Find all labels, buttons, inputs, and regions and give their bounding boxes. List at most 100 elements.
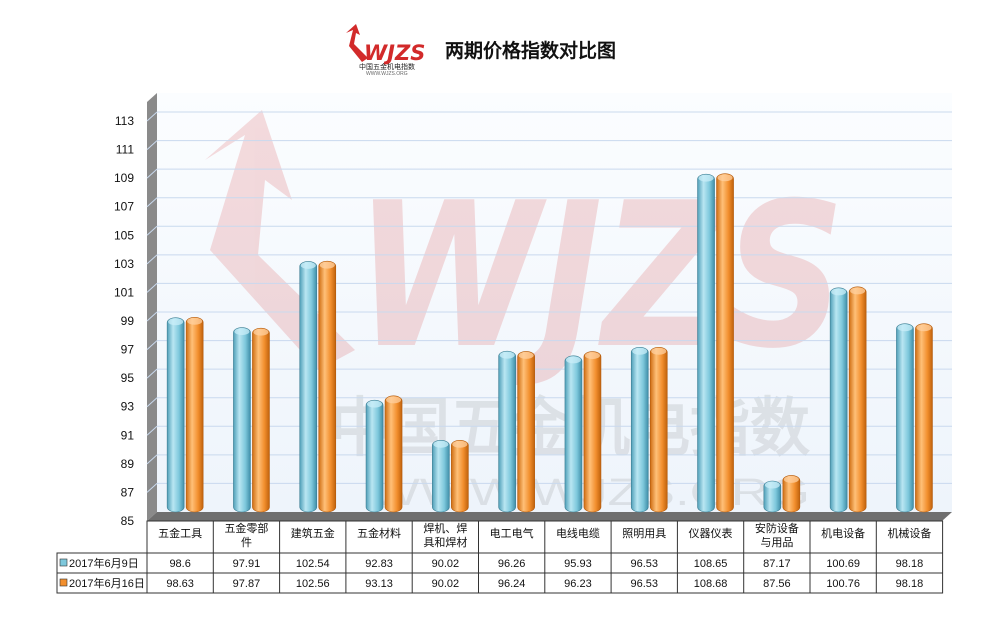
bar-cap: [367, 400, 383, 408]
legend-label: 2017年6月9日: [69, 556, 139, 570]
bar-cap: [518, 351, 534, 359]
bars: [166, 173, 933, 513]
bar-series-2: [782, 475, 801, 513]
data-label: 108.65: [694, 558, 728, 570]
data-label: 108.68: [694, 578, 728, 590]
bar-cap: [632, 347, 648, 355]
bar-series-2: [451, 439, 469, 513]
y-tick-label: 91: [121, 428, 135, 442]
y-tick-label: 109: [114, 171, 134, 185]
data-label: 87.56: [763, 578, 791, 590]
category-label: 电工电气: [490, 526, 534, 540]
bar-series-1: [498, 350, 516, 513]
data-label: 96.24: [498, 578, 526, 590]
bar-cap: [783, 475, 799, 483]
gridline-side: [146, 140, 158, 150]
y-tick-label: 95: [121, 371, 135, 385]
bar-cap: [433, 440, 449, 448]
bar-series-2: [848, 286, 867, 513]
category-label: 安防设备: [755, 521, 799, 535]
bar-cap: [916, 324, 932, 332]
category-label: 五金零部: [224, 521, 268, 535]
bar-series-2: [252, 327, 270, 513]
bar-series-2: [583, 351, 602, 513]
bar-cap: [850, 287, 866, 295]
logo-arrow-icon: [346, 24, 368, 62]
bar-series-1: [630, 346, 649, 513]
chart-title: 两期价格指数对比图: [445, 39, 616, 62]
y-tick-label: 89: [121, 457, 135, 471]
bar-cap: [452, 440, 468, 448]
category-label: 机电设备: [821, 526, 865, 540]
bar-cap: [584, 352, 600, 360]
gridline-side: [146, 340, 158, 350]
data-label: 96.23: [564, 578, 592, 590]
data-label: 95.93: [564, 558, 592, 570]
category-label: 五金工具: [158, 526, 202, 540]
legend-swatch: [59, 558, 68, 567]
logo-subtitle: 中国五金机电指数: [359, 62, 415, 71]
bar-series-1: [697, 173, 715, 513]
y-axis: 85 87 89 91 93 95 97 99 101 103 105 107 109 111 113: [114, 114, 134, 528]
y-tick-label: 87: [121, 485, 135, 499]
category-label: 件: [241, 536, 252, 549]
gridline-side: [146, 425, 158, 436]
plot-back-wall: [157, 93, 952, 512]
bar-cap: [897, 324, 913, 332]
gridline-side: [146, 225, 158, 236]
gridline-side: [146, 197, 158, 208]
data-label: 96.26: [498, 558, 526, 570]
gridline-side: [146, 397, 158, 408]
bar-series-1: [365, 399, 384, 513]
data-label: 100.69: [826, 558, 860, 570]
category-label: 焊机、焊: [423, 521, 467, 535]
category-label: 具和焊材: [423, 535, 467, 549]
bar-series-1: [763, 480, 782, 513]
y-tick-label: 97: [121, 343, 135, 357]
bar-cap: [651, 347, 667, 355]
legend-label: 2017年6月16日: [69, 576, 145, 590]
data-label: 102.56: [296, 578, 330, 590]
plot-floor: [147, 512, 952, 521]
y-tick-label: 103: [114, 257, 134, 271]
data-label: 102.54: [296, 558, 330, 570]
category-label: 机械设备: [887, 526, 931, 540]
bar-cap: [717, 174, 733, 182]
data-label: 93.13: [365, 578, 393, 590]
bar-cap: [234, 328, 250, 336]
data-label: 90.02: [432, 558, 460, 570]
gridline-side: [146, 168, 158, 179]
y-tick-label: 105: [114, 228, 134, 242]
category-label: 五金材料: [357, 526, 401, 540]
category-label: 照明用具: [622, 527, 666, 540]
data-label: 98.63: [166, 578, 194, 590]
logo-url: WWW.WJZS.ORG: [366, 71, 408, 77]
bar-series-2: [915, 323, 933, 513]
bar-cap: [386, 396, 402, 404]
category-label: 电线电缆: [556, 526, 600, 540]
bar-series-1: [829, 287, 848, 513]
bar-series-2: [649, 346, 668, 513]
data-label: 100.76: [826, 578, 860, 590]
y-tick-label: 85: [121, 514, 135, 528]
data-label: 98.18: [896, 578, 924, 590]
bar-series-1: [896, 323, 914, 513]
bar-series-1: [299, 261, 318, 513]
y-tick-label: 93: [121, 400, 135, 414]
bar-series-1: [432, 439, 450, 513]
bar-cap: [565, 356, 581, 364]
data-label: 90.02: [432, 578, 460, 590]
gridline-side: [146, 111, 158, 122]
gridlines: [146, 111, 952, 493]
bar-cap: [300, 261, 316, 269]
y-tick-label: 113: [115, 114, 134, 128]
gridline-side: [146, 311, 158, 322]
bar-series-1: [564, 355, 583, 513]
bar-cap: [831, 288, 847, 296]
data-label: 98.18: [896, 558, 924, 570]
y-tick-label: 107: [114, 200, 134, 214]
logo-mark: WJZS: [364, 41, 425, 65]
y-tick-label: 101: [114, 285, 134, 299]
bar-cap: [499, 351, 515, 359]
